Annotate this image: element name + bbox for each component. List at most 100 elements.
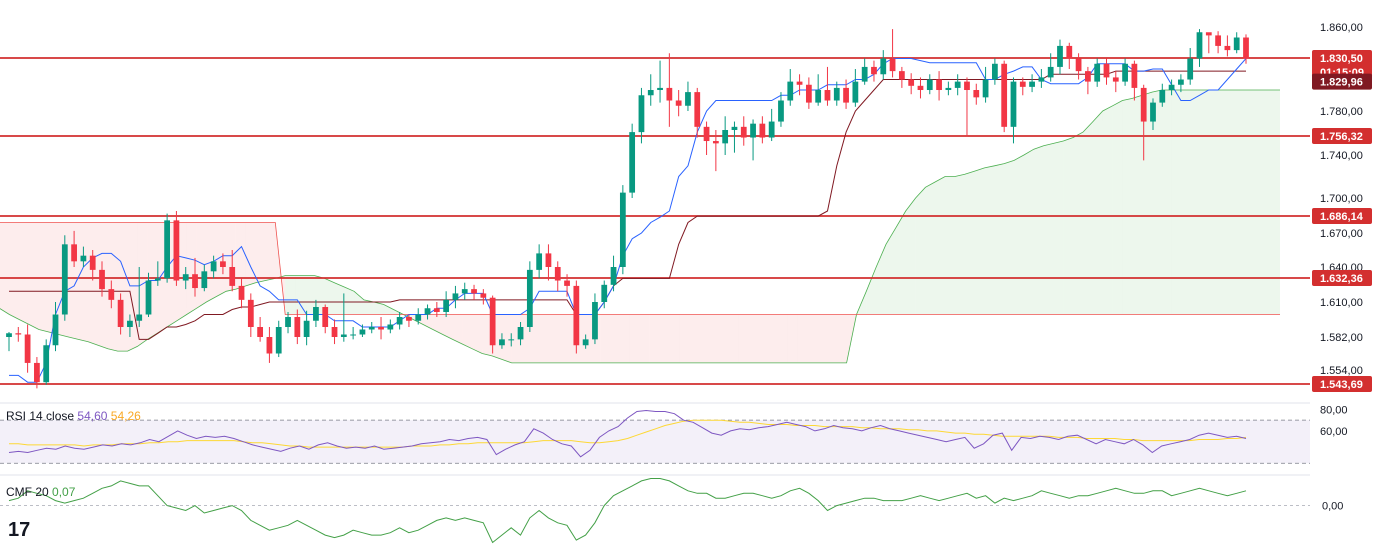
cloud-segment <box>1171 90 1182 315</box>
candle-body <box>387 324 394 330</box>
candle <box>1233 32 1240 54</box>
candle-body <box>787 81 794 101</box>
candle-body <box>24 334 31 363</box>
cloud-segment <box>354 291 364 315</box>
candle-body <box>592 302 598 340</box>
price-tick: 1.700,00 <box>1320 193 1363 205</box>
cloud-segment <box>994 163 1005 315</box>
cloud-segment <box>984 165 995 315</box>
cloud-segment <box>1211 90 1221 315</box>
candle <box>424 304 431 320</box>
candle <box>573 280 580 354</box>
candle-body <box>861 66 868 82</box>
candle <box>43 339 50 385</box>
candle-body <box>1196 32 1203 59</box>
cloud-segment <box>895 210 906 315</box>
cloud-segment <box>314 275 325 315</box>
price-axis[interactable]: 1.860,00 1.780,00 1.740,00 1.700,00 1.670,00… <box>1312 22 1372 513</box>
candle-body <box>415 314 422 321</box>
cloud-segment <box>1004 160 1015 315</box>
candle <box>127 314 133 337</box>
candle <box>712 130 719 172</box>
cloud-segment <box>235 222 246 290</box>
candle <box>564 274 570 297</box>
cloud-segment <box>334 282 345 315</box>
level-price-tag[interactable]: 1.756,32 <box>1312 128 1372 144</box>
horizontal-levels[interactable] <box>0 57 1310 385</box>
candle <box>15 327 22 342</box>
candle <box>378 317 384 340</box>
candle-body <box>880 58 887 75</box>
candle-body <box>945 87 952 91</box>
candle-body <box>266 337 273 354</box>
candle <box>201 264 208 292</box>
cloud-segment <box>373 302 384 315</box>
cloud-segment <box>1112 100 1123 315</box>
cloud-segment <box>344 286 355 315</box>
cloud-segment <box>905 198 916 315</box>
cloud-segment <box>1181 90 1192 315</box>
candle-body <box>991 63 998 80</box>
candle <box>350 327 357 340</box>
candle <box>1112 71 1119 93</box>
candle <box>443 291 450 317</box>
candle <box>192 257 198 297</box>
level-price-tag[interactable]: 1.632,36 <box>1312 270 1372 286</box>
cloud-segment <box>1220 90 1231 315</box>
candle-body <box>461 289 468 294</box>
candle <box>1057 39 1063 75</box>
candle-body <box>34 362 40 383</box>
candle <box>182 267 189 290</box>
candle <box>871 60 877 82</box>
candle-body <box>378 327 384 330</box>
price-pane[interactable] <box>0 29 1310 389</box>
level-tag-label: 1.756,32 <box>1320 131 1363 143</box>
tenkan-price-tag[interactable]: 1.829,96 <box>1312 73 1372 90</box>
candle <box>145 272 152 317</box>
candle-body <box>71 244 77 262</box>
candle <box>34 357 40 389</box>
rsi-pane[interactable]: RSI 14 close 54,60 54,26 <box>0 409 1310 464</box>
candle-body <box>173 220 180 281</box>
cloud-segment <box>757 314 768 363</box>
candle <box>526 261 533 332</box>
candle <box>471 284 477 300</box>
cloud-segment <box>836 314 847 363</box>
cloud-segment <box>954 174 965 315</box>
tenkan-tag-bg <box>1312 73 1372 90</box>
candle <box>229 250 236 292</box>
candle-body <box>638 95 645 133</box>
candle <box>768 108 775 142</box>
cloud-segment <box>19 222 30 325</box>
candle-body <box>359 329 366 335</box>
candle <box>117 293 124 335</box>
candle <box>1029 74 1035 93</box>
candle-body <box>982 79 989 98</box>
candle-body <box>619 192 626 267</box>
cmf-pane[interactable]: CMF 20 0,07 <box>0 478 1310 544</box>
cloud-segment <box>1014 155 1024 315</box>
candle-body <box>192 274 198 289</box>
candle <box>787 69 794 106</box>
candle-body <box>136 314 143 321</box>
candle-body <box>601 284 608 302</box>
candle-body <box>833 87 840 101</box>
level-price-tag[interactable]: 1.543,69 <box>1312 376 1372 392</box>
cloud-segment <box>265 222 276 281</box>
cloud-segment <box>1033 145 1044 315</box>
candle <box>247 293 254 337</box>
cloud-segment <box>176 222 187 321</box>
candle-body <box>127 320 133 327</box>
cloud-segment <box>88 222 99 346</box>
candle <box>1085 66 1091 95</box>
candle-body <box>917 85 924 91</box>
candle-body <box>898 71 905 80</box>
candle <box>61 235 68 321</box>
candle-body <box>722 130 729 144</box>
candle-body <box>1187 58 1194 80</box>
level-price-tag[interactable]: 1.686,14 <box>1312 208 1372 224</box>
candle-body <box>889 58 896 72</box>
candle <box>1215 31 1221 54</box>
